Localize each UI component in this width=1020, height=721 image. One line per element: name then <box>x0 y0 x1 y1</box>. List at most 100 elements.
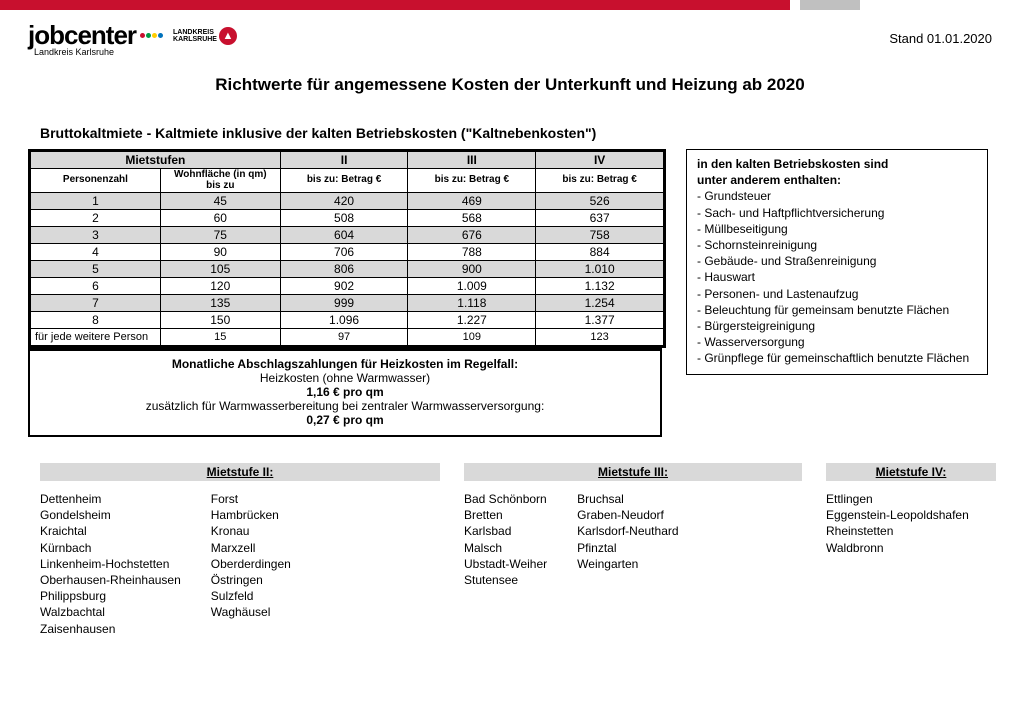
table-cell: 1.010 <box>536 261 664 278</box>
list-item: Sulzfeld <box>211 588 291 604</box>
footer-label: für jede weitere Person <box>31 329 161 346</box>
sidebox-hdr1: in den kalten Betriebskosten sind <box>697 157 888 171</box>
list-item: Gondelsheim <box>40 507 181 523</box>
logo-badge: LANDKREIS KARLSRUHE ▲ <box>173 27 237 45</box>
heiz-line4: zusätzlich für Warmwasserbereitung bei z… <box>146 399 545 413</box>
mietstufe-iv-box: Mietstufe IV: EttlingenEggenstein-Leopol… <box>826 463 996 637</box>
table-cell: 508 <box>280 210 408 227</box>
table-row: 260508568637 <box>31 210 664 227</box>
page-title: Richtwerte für angemessene Kosten der Un… <box>0 75 1020 95</box>
heizkosten-note: Monatliche Abschlagszahlungen für Heizko… <box>28 348 662 437</box>
sidebox-item: - Hauswart <box>697 269 977 285</box>
footer-q: 15 <box>160 329 280 346</box>
mietstufe-ii-box: Mietstufe II: DettenheimGondelsheimKraic… <box>40 463 440 637</box>
ms3-col2: BruchsalGraben-NeudorfKarlsdorf-Neuthard… <box>577 491 678 588</box>
table-cell: 1.118 <box>408 295 536 312</box>
table-row: 81501.0961.2271.377 <box>31 312 664 329</box>
sidebox-items: - Grundsteuer- Sach- und Haftpflichtvers… <box>697 188 977 366</box>
list-item: Eggenstein-Leopoldshafen <box>826 507 969 523</box>
sidebox-item: - Gebäude- und Straßenreinigung <box>697 253 977 269</box>
table-cell: 884 <box>536 244 664 261</box>
table-cell: 706 <box>280 244 408 261</box>
th-iii: III <box>408 152 536 169</box>
list-item: Malsch <box>464 540 547 556</box>
table-row: 51058069001.010 <box>31 261 664 278</box>
logo-dots <box>140 33 163 38</box>
list-item: Waghäusel <box>211 604 291 620</box>
list-item: Karlsdorf-Neuthard <box>577 523 678 539</box>
th-iv: IV <box>536 152 664 169</box>
th-betrag-ii: bis zu: Betrag € <box>280 169 408 193</box>
table-cell: 3 <box>31 227 161 244</box>
ms3-title: Mietstufe III: <box>464 463 802 481</box>
table-cell: 150 <box>160 312 280 329</box>
sidebox-item: - Bürgersteigreinigung <box>697 318 977 334</box>
table-cell: 120 <box>160 278 280 295</box>
table-block: Mietstufen II III IV Personenzahl Wohnfl… <box>28 149 666 437</box>
list-item: Rheinstetten <box>826 523 969 539</box>
table-cell: 788 <box>408 244 536 261</box>
footer-iii: 109 <box>408 329 536 346</box>
badge-line1: LANDKREIS <box>173 29 214 36</box>
heiz-line1: Monatliche Abschlagszahlungen für Heizko… <box>172 357 518 371</box>
list-item: Bretten <box>464 507 547 523</box>
logo-dot <box>146 33 151 38</box>
sidebox-item: - Grünpflege für gemeinschaftlich benutz… <box>697 350 977 366</box>
table-row: 490706788884 <box>31 244 664 261</box>
sidebox-hdr2: unter anderem enthalten: <box>697 173 841 187</box>
footer-iv: 123 <box>536 329 664 346</box>
table-cell: 469 <box>408 193 536 210</box>
logo-subtext: Landkreis Karlsruhe <box>34 47 237 57</box>
table-cell: 1 <box>31 193 161 210</box>
table-cell: 1.377 <box>536 312 664 329</box>
table-cell: 1.227 <box>408 312 536 329</box>
list-item: Kürnbach <box>40 540 181 556</box>
logo: jobcenter LANDKREIS KARLSRUHE ▲ Landkrei… <box>28 20 237 57</box>
table-cell: 75 <box>160 227 280 244</box>
list-item: Stutensee <box>464 572 547 588</box>
heiz-line5: 0,27 € pro qm <box>306 413 383 427</box>
list-item: Weingarten <box>577 556 678 572</box>
th-betrag-iv: bis zu: Betrag € <box>536 169 664 193</box>
main-row: Mietstufen II III IV Personenzahl Wohnfl… <box>0 149 1020 437</box>
table-cell: 7 <box>31 295 161 312</box>
badge-circle-icon: ▲ <box>219 27 237 45</box>
list-item: Kronau <box>211 523 291 539</box>
table-cell: 806 <box>280 261 408 278</box>
list-item: Walzbachtal <box>40 604 181 620</box>
table-cell: 637 <box>536 210 664 227</box>
list-item: Linkenheim-Hochstetten <box>40 556 181 572</box>
logo-dot <box>140 33 145 38</box>
ms2-col1: DettenheimGondelsheimKraichtalKürnbachLi… <box>40 491 181 637</box>
mietstufe-iii-box: Mietstufe III: Bad SchönbornBrettenKarls… <box>464 463 802 637</box>
table-cell: 999 <box>280 295 408 312</box>
table-row: 145420469526 <box>31 193 664 210</box>
table-cell: 902 <box>280 278 408 295</box>
betriebskosten-box: in den kalten Betriebskosten sind unter … <box>686 149 988 375</box>
date-stamp: Stand 01.01.2020 <box>889 31 992 46</box>
list-item: Philippsburg <box>40 588 181 604</box>
table-cell: 2 <box>31 210 161 227</box>
mietstufe-row: Mietstufe II: DettenheimGondelsheimKraic… <box>0 437 1020 637</box>
list-item: Forst <box>211 491 291 507</box>
logo-dot <box>152 33 157 38</box>
footer-ii: 97 <box>280 329 408 346</box>
th-wohnflaeche: Wohnfläche (in qm) bis zu <box>160 169 280 193</box>
list-item: Kraichtal <box>40 523 181 539</box>
sidebox-item: - Schornsteinreinigung <box>697 237 977 253</box>
table-row: 61209021.0091.132 <box>31 278 664 295</box>
sidebox-item: - Beleuchtung für gemeinsam benutzte Flä… <box>697 302 977 318</box>
list-item: Graben-Neudorf <box>577 507 678 523</box>
table-cell: 105 <box>160 261 280 278</box>
th-betrag-iii: bis zu: Betrag € <box>408 169 536 193</box>
heiz-line3: 1,16 € pro qm <box>306 385 383 399</box>
th-mietstufen: Mietstufen <box>31 152 281 169</box>
list-item: Ubstadt-Weiher <box>464 556 547 572</box>
sidebox-item: - Müllbeseitigung <box>697 221 977 237</box>
table-cell: 1.096 <box>280 312 408 329</box>
sidebox-item: - Sach- und Haftpflichtversicherung <box>697 205 977 221</box>
table-cell: 526 <box>536 193 664 210</box>
top-gray-bar <box>800 0 860 10</box>
list-item: Dettenheim <box>40 491 181 507</box>
list-item: Bruchsal <box>577 491 678 507</box>
